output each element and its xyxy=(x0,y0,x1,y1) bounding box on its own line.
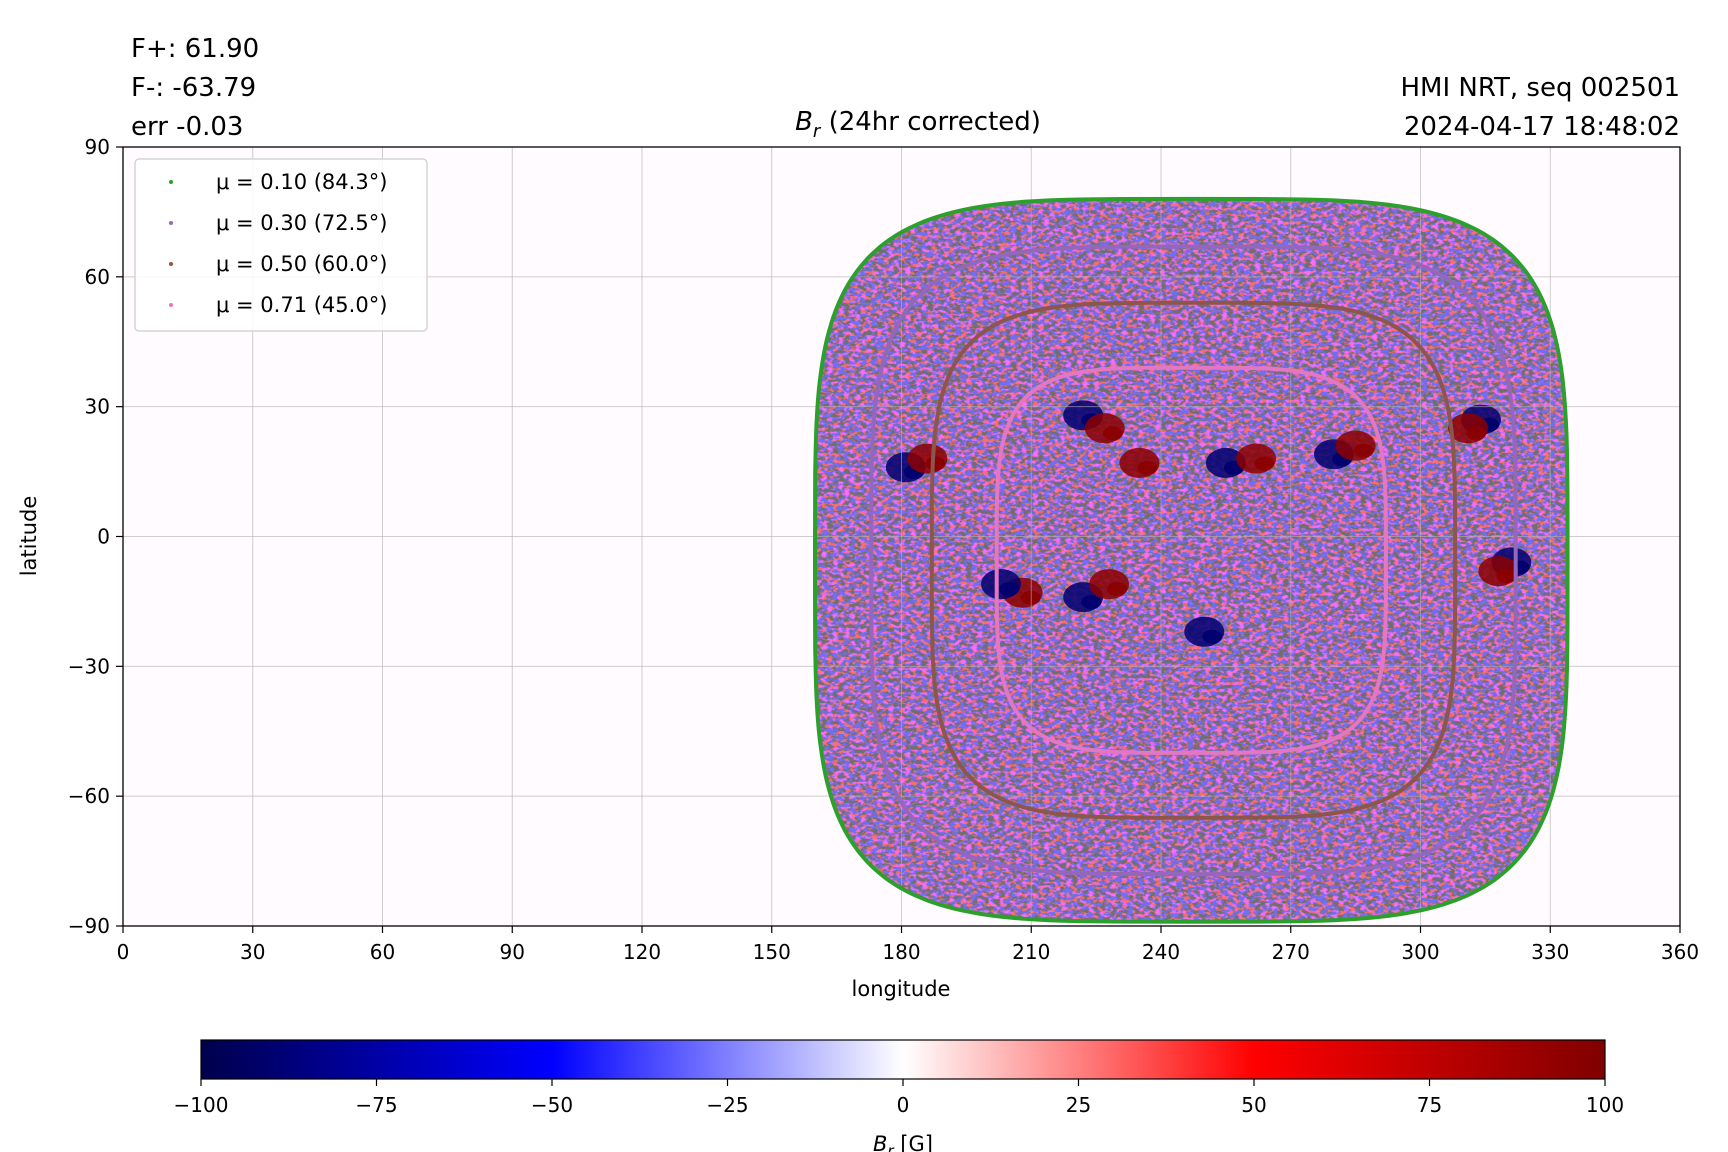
colorbar xyxy=(200,1039,1606,1080)
active-region-core xyxy=(1137,460,1158,475)
active-region-core xyxy=(1102,426,1123,441)
colorbar-label: Br [G] xyxy=(873,1132,933,1152)
colorbar-tick-label: 75 xyxy=(1417,1093,1442,1117)
active-region-core xyxy=(1107,582,1128,597)
x-tick-label: 60 xyxy=(370,940,395,964)
x-tick-label: 30 xyxy=(240,940,265,964)
y-tick-label: 60 xyxy=(85,265,110,289)
mu-contour-line xyxy=(869,244,1518,877)
x-tick-label: 240 xyxy=(1142,940,1180,964)
x-axis-label: longitude xyxy=(852,977,951,1001)
mu-contour-line xyxy=(929,300,1458,820)
active-region-core xyxy=(1353,443,1374,458)
legend-entry: μ = 0.10 (84.3°) xyxy=(216,170,387,194)
legend-marker xyxy=(169,180,173,184)
colorbar-tick-label: −50 xyxy=(531,1093,573,1117)
y-tick-label: −90 xyxy=(68,914,110,938)
legend-marker xyxy=(169,221,173,225)
x-tick-label: 150 xyxy=(753,940,791,964)
x-tick-label: 90 xyxy=(500,940,525,964)
y-tick-label: −60 xyxy=(68,784,110,808)
legend-entry: μ = 0.71 (45.0°) xyxy=(216,293,387,317)
mu-contour-line xyxy=(812,196,1570,924)
x-tick-label: 120 xyxy=(623,940,661,964)
x-tick-label: 300 xyxy=(1401,940,1439,964)
colorbar-tick-label: −75 xyxy=(355,1093,397,1117)
x-tick-label: 0 xyxy=(117,940,130,964)
legend-marker xyxy=(169,262,173,266)
x-tick-label: 270 xyxy=(1272,940,1310,964)
y-axis: −90 −60 −30 0 30 60 90 xyxy=(68,135,123,938)
x-tick-label: 360 xyxy=(1661,940,1699,964)
legend-entry: μ = 0.30 (72.5°) xyxy=(216,211,387,235)
y-tick-label: 90 xyxy=(85,135,110,159)
legend-entry: μ = 0.50 (60.0°) xyxy=(216,252,387,276)
flux-positive: F+: 61.90 xyxy=(131,34,259,64)
x-tick-label: 180 xyxy=(882,940,920,964)
colorbar-ticks: −100 −75 −50 −25 0 25 50 75 100 xyxy=(174,1079,1624,1117)
x-tick-label: 330 xyxy=(1531,940,1569,964)
active-region-core xyxy=(1020,590,1041,605)
y-tick-label: −30 xyxy=(68,654,110,678)
active-region-core xyxy=(1202,629,1223,644)
colorbar-tick-label: 0 xyxy=(897,1093,910,1117)
colorbar-tick-label: −100 xyxy=(174,1093,229,1117)
active-region-core xyxy=(1081,595,1102,610)
active-region-core xyxy=(1254,456,1275,471)
x-axis: 0 30 60 90 120 150 180 210 240 270 300 330 360 xyxy=(117,926,1699,964)
chart-title: Br (24hr corrected) xyxy=(795,107,1041,142)
legend: μ = 0.10 (84.3°) μ = 0.30 (72.5°) μ = 0.50… xyxy=(134,158,428,332)
legend-marker xyxy=(169,303,173,307)
flux-negative: F-: -63.79 xyxy=(131,73,256,103)
x-tick-label: 210 xyxy=(1012,940,1050,964)
colorbar-tick-label: 50 xyxy=(1241,1093,1266,1117)
active-region-core xyxy=(1466,426,1487,441)
colorbar-tick-label: 100 xyxy=(1586,1093,1624,1117)
active-region-core xyxy=(1496,569,1517,584)
source-label: HMI NRT, seq 002501 xyxy=(1400,73,1680,103)
mu-contour-line xyxy=(994,365,1388,755)
y-tick-label: 30 xyxy=(85,395,110,419)
colorbar-tick-label: −25 xyxy=(706,1093,748,1117)
y-tick-label: 0 xyxy=(97,525,110,549)
colorbar-tick-label: 25 xyxy=(1066,1093,1091,1117)
magnetogram-disk xyxy=(815,198,1568,922)
timestamp-label: 2024-04-17 18:48:02 xyxy=(1404,112,1680,142)
y-axis-label: latitude xyxy=(17,496,41,577)
active-region-core xyxy=(925,456,946,471)
mu-contours xyxy=(812,196,1570,924)
flux-error: err -0.03 xyxy=(131,112,243,142)
active-region-core xyxy=(998,582,1019,597)
